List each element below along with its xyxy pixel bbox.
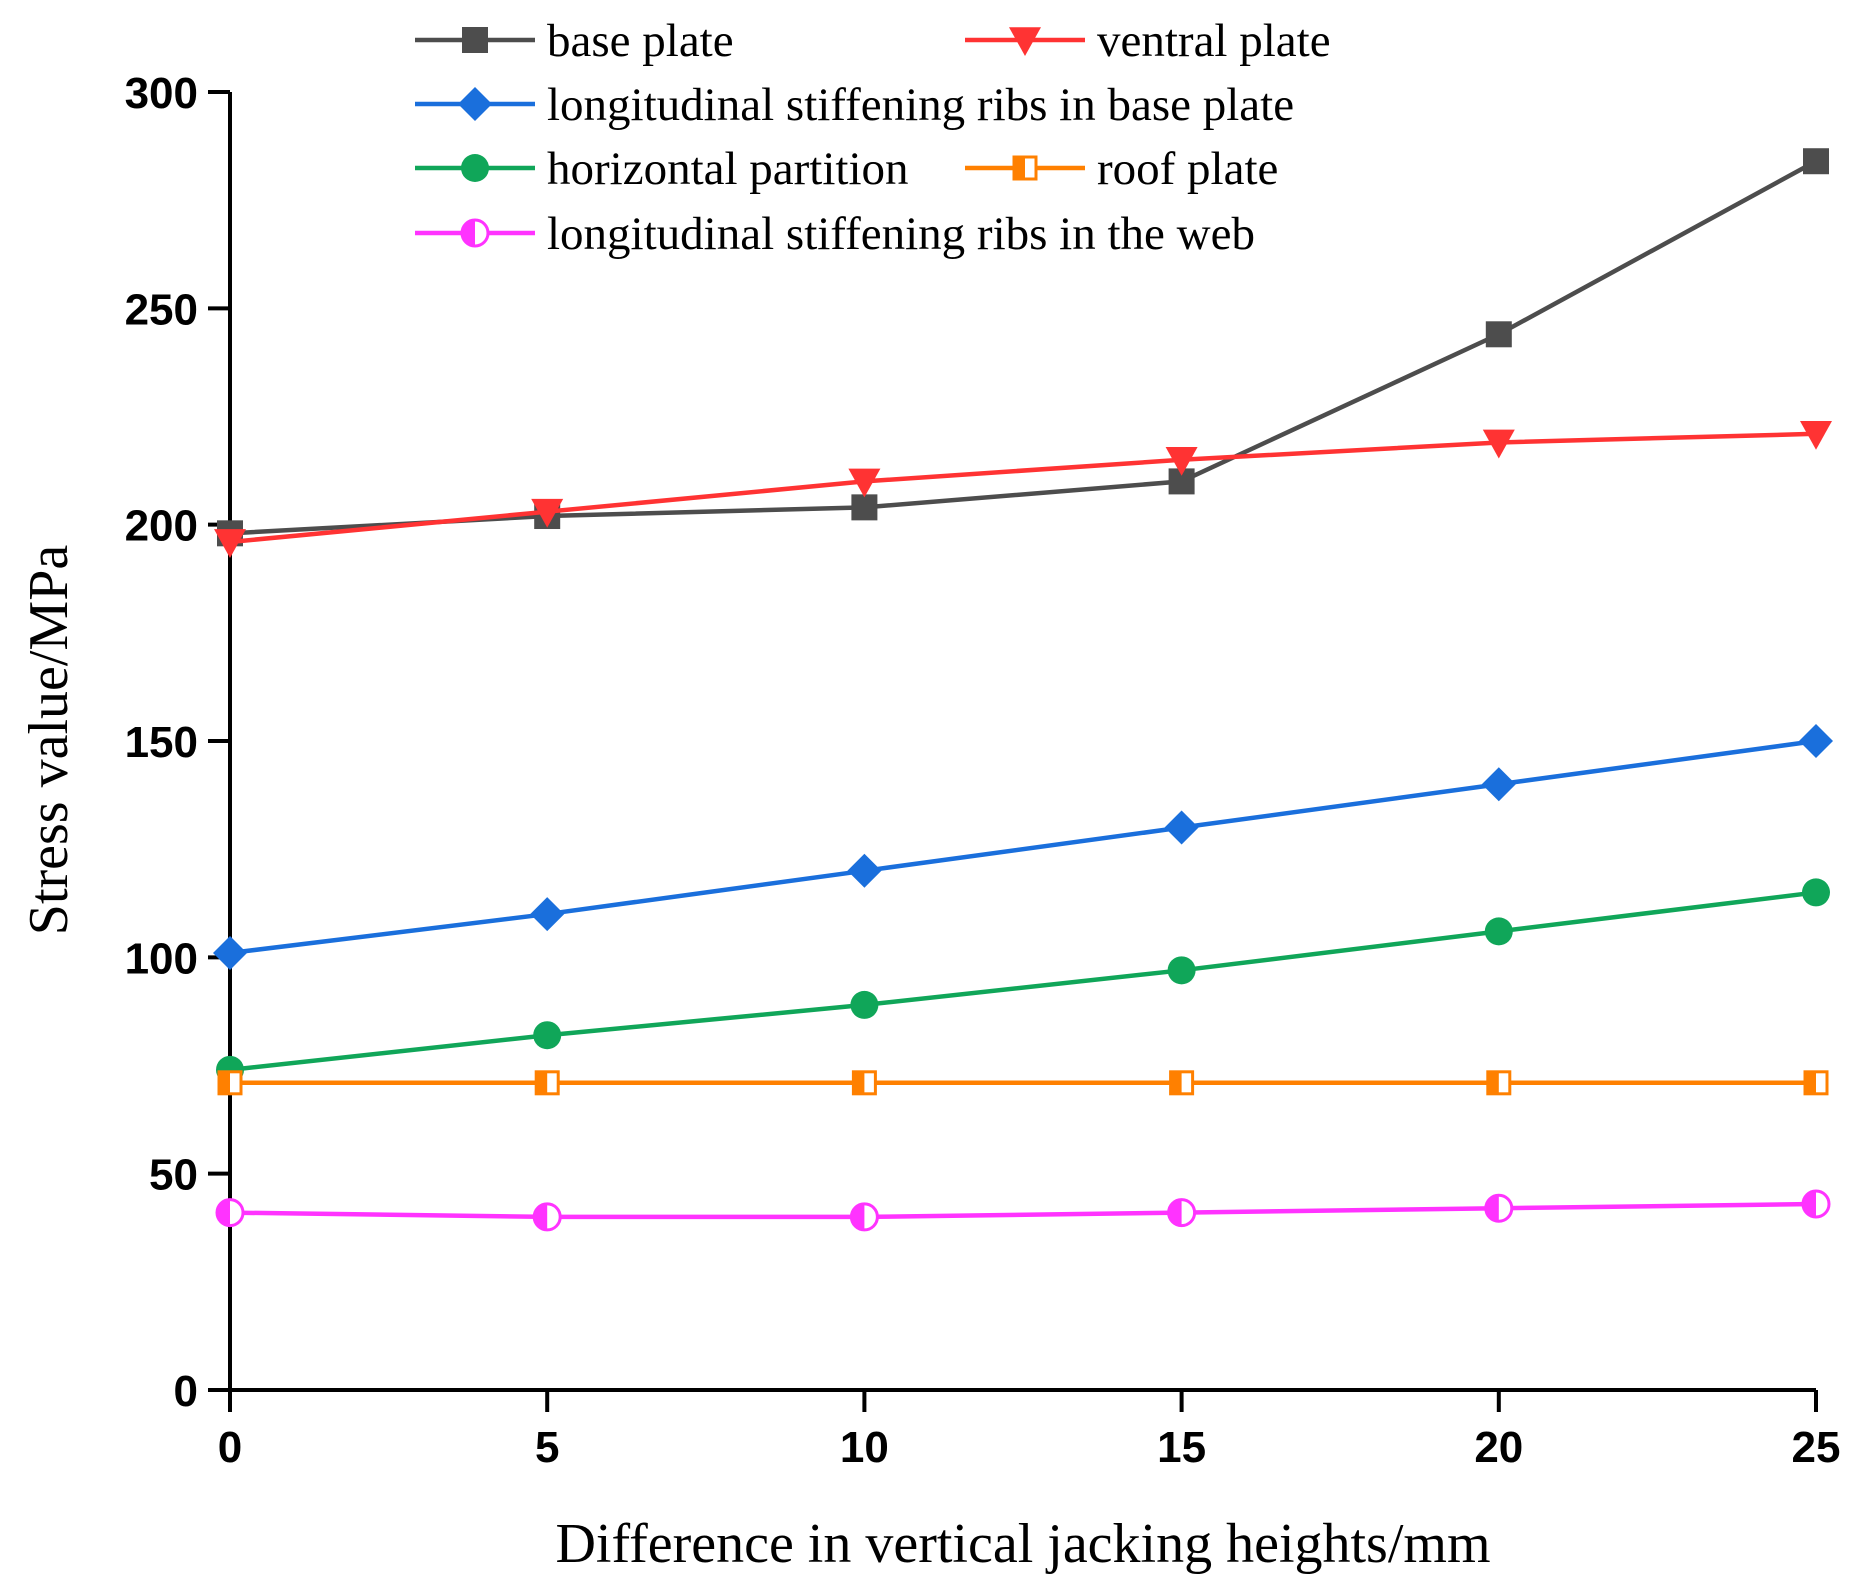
data-point [1167,1198,1197,1228]
legend-label: horizontal partition [547,143,909,195]
legend-item: horizontal partition [415,143,909,195]
x-axis-title: Difference in vertical jacking heights/m… [555,1513,1490,1575]
data-point [849,1202,879,1232]
legend-label: roof plate [1097,143,1278,195]
legend-item: longitudinal stiffening ribs in base pla… [415,79,1294,131]
ticks: 0 50 100 150 200 250 300 0 5 10 15 20 25 [125,69,1841,1472]
y-tick-label: 200 [125,502,198,551]
data-point [850,990,879,1019]
y-tick-label: 50 [149,1151,198,1200]
series-line [229,738,1817,956]
y-tick-label: 100 [125,934,198,983]
data-point [847,853,882,888]
y-tick-label: 150 [125,718,198,767]
series-2 [213,724,1833,971]
legend-marker [461,154,489,182]
data-point [1486,1070,1512,1096]
data-point [1482,429,1515,459]
data-point [1485,321,1512,348]
legend-item: longitudinal stiffening ribs in the web [415,208,1255,260]
legend-item: base plate [415,15,734,67]
legend-marker [462,27,488,53]
axes [228,92,1816,1392]
legend-marker [1009,27,1041,56]
y-axis-title: Stress value/MPa [18,545,80,936]
data-point [1165,446,1198,476]
legend-marker [1012,155,1038,181]
data-point [213,936,247,971]
data-point [217,1070,243,1096]
legend-label: longitudinal stiffening ribs in base pla… [547,79,1294,131]
legend-marker [460,218,490,248]
data-point [534,1070,560,1096]
series-line [229,431,1817,545]
data-point [1801,1189,1831,1219]
x-tick-label: 20 [1474,1423,1523,1472]
series-5 [215,1189,1831,1232]
data-point [1799,724,1833,758]
data-point [851,1070,877,1096]
data-point [533,1021,562,1050]
data-point [1484,1193,1514,1223]
x-tick-label: 15 [1157,1423,1206,1472]
data-point [1803,1070,1829,1096]
x-tick-label: 0 [218,1423,242,1472]
series-1 [214,421,1832,558]
series-line [229,890,1817,1073]
data-point [1481,767,1516,802]
y-tick-label: 250 [125,285,198,334]
legend-label: ventral plate [1097,15,1331,67]
legend-item: roof plate [965,143,1278,195]
x-tick-label: 10 [840,1423,889,1472]
data-point [532,1202,562,1232]
series-line [229,1201,1817,1220]
series-4 [217,1070,1829,1096]
data-point [1484,917,1513,946]
data-point [531,498,564,528]
data-point [530,897,565,932]
x-tick-label: 5 [535,1423,559,1472]
series-3 [216,878,1830,1084]
data-point [848,468,881,498]
legend-label: base plate [547,15,734,67]
data-point [1164,810,1199,845]
data-point [1803,148,1829,175]
data-point [215,1198,245,1228]
y-tick-label: 300 [125,69,198,118]
legend-item: ventral plate [965,15,1331,67]
data-point [1169,1070,1195,1096]
legend: base plate ventral plate longitudinal stif… [415,15,1331,260]
data-point [1800,421,1832,450]
data-point [1167,956,1196,985]
data-point [214,529,246,558]
data-point [851,494,878,521]
y-tick-label: 0 [174,1367,198,1416]
legend-label: longitudinal stiffening ribs in the web [547,208,1255,260]
legend-marker [458,87,492,121]
series-layer [213,148,1833,1232]
x-tick-label: 25 [1792,1423,1841,1472]
data-point [1802,878,1830,907]
